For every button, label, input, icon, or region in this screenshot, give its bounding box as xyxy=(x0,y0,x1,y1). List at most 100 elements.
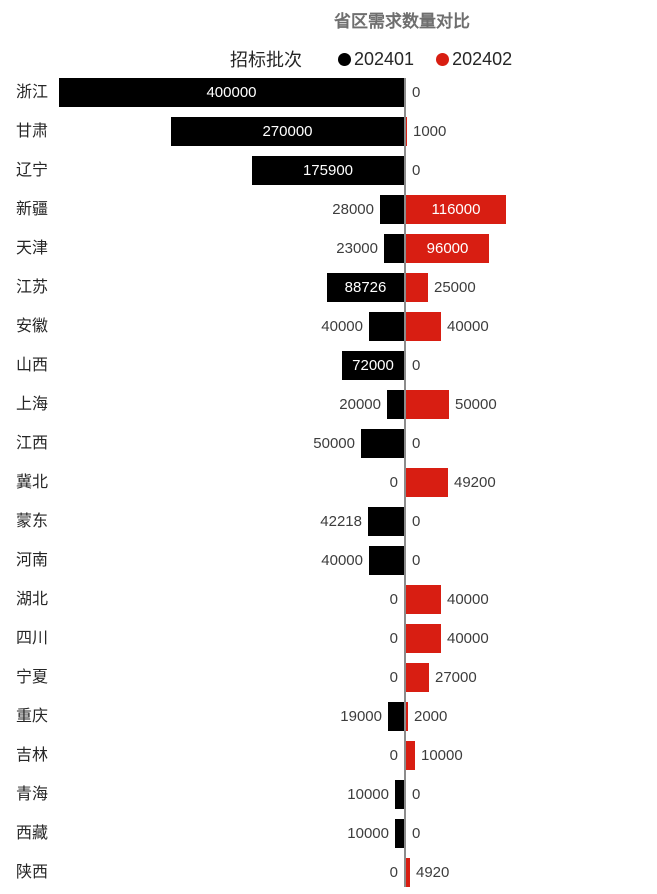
value-label: 0 xyxy=(412,786,421,803)
bar-202401[interactable] xyxy=(395,780,404,809)
value-label: 40000 xyxy=(447,630,489,647)
bar-202401[interactable] xyxy=(387,390,404,419)
chart-row: 山西 72000 0 xyxy=(0,346,657,385)
chart-row: 青海 10000 0 xyxy=(0,775,657,814)
category-label: 甘肃 xyxy=(15,123,48,140)
bar-202402[interactable] xyxy=(406,390,449,419)
category-label: 浙江 xyxy=(15,84,48,101)
value-label: 19000 xyxy=(340,708,382,725)
value-label: 2000 xyxy=(414,708,448,725)
legend-title: 招标批次 xyxy=(230,50,302,70)
chart-row: 四川 0 40000 xyxy=(0,619,657,658)
bar-202401[interactable] xyxy=(384,234,404,263)
category-label: 四川 xyxy=(15,630,48,647)
legend-item-202401[interactable]: 202401 xyxy=(338,49,414,70)
value-label: 40000 xyxy=(447,318,489,335)
bar-202401[interactable]: 400000 xyxy=(59,78,404,107)
bar-202402[interactable] xyxy=(406,858,410,887)
value-axis-zero-line xyxy=(404,78,406,887)
value-label: 4920 xyxy=(416,864,450,881)
bar-202401[interactable] xyxy=(395,819,404,848)
category-label: 西藏 xyxy=(15,825,48,842)
bar-202402[interactable] xyxy=(406,585,441,614)
category-label: 天津 xyxy=(15,240,48,257)
value-label: 40000 xyxy=(321,318,363,335)
chart-row: 湖北 0 40000 xyxy=(0,580,657,619)
value-label: 40000 xyxy=(321,552,363,569)
bar-202401[interactable]: 72000 xyxy=(342,351,404,380)
value-label: 0 xyxy=(412,357,421,374)
chart-row: 安徽 40000 40000 xyxy=(0,307,657,346)
value-label: 96000 xyxy=(426,240,469,257)
bar-202401[interactable] xyxy=(380,195,404,224)
value-label: 40000 xyxy=(447,591,489,608)
bar-202402[interactable]: 116000 xyxy=(406,195,506,224)
chart-row: 吉林 0 10000 xyxy=(0,736,657,775)
bar-202402[interactable] xyxy=(406,702,408,731)
category-label: 山西 xyxy=(15,357,48,374)
category-label: 河南 xyxy=(15,552,48,569)
chart-row: 河南 40000 0 xyxy=(0,541,657,580)
chart-rows: 浙江 400000 0 甘肃 270000 1000 辽宁 175900 0 新疆 28000 116… xyxy=(0,73,657,892)
legend-item-label: 202401 xyxy=(354,48,415,69)
value-label: 10000 xyxy=(347,786,389,803)
bar-202402[interactable] xyxy=(406,624,441,653)
chart-row: 上海 20000 50000 xyxy=(0,385,657,424)
bar-202402[interactable] xyxy=(406,117,407,146)
bar-202401[interactable] xyxy=(361,429,404,458)
value-label: 0 xyxy=(389,669,398,686)
chart-row: 冀北 0 49200 xyxy=(0,463,657,502)
chart-row: 陕西 0 4920 xyxy=(0,853,657,892)
bar-202401[interactable] xyxy=(368,507,404,536)
chart-row: 蒙东 42218 0 xyxy=(0,502,657,541)
value-label: 0 xyxy=(412,552,421,569)
legend-marker-red-icon xyxy=(436,52,450,66)
value-label: 10000 xyxy=(347,825,389,842)
bar-202402[interactable] xyxy=(406,663,429,692)
bar-202402[interactable] xyxy=(406,273,428,302)
category-label: 安徽 xyxy=(15,318,48,335)
value-label: 25000 xyxy=(434,279,476,296)
chart-row: 江苏 88726 25000 xyxy=(0,268,657,307)
bar-202402[interactable] xyxy=(406,741,415,770)
value-label: 0 xyxy=(389,591,398,608)
category-label: 江苏 xyxy=(15,279,48,296)
chart-row: 天津 23000 96000 xyxy=(0,229,657,268)
value-label: 0 xyxy=(412,513,421,530)
bar-202402[interactable] xyxy=(406,312,441,341)
bar-202402[interactable] xyxy=(406,468,448,497)
value-label: 88726 xyxy=(344,279,387,296)
category-label: 江西 xyxy=(15,435,48,452)
value-label: 270000 xyxy=(262,123,313,140)
value-label: 20000 xyxy=(339,396,381,413)
bar-202401[interactable]: 88726 xyxy=(327,273,404,302)
value-label: 10000 xyxy=(421,747,463,764)
bar-202402[interactable]: 96000 xyxy=(406,234,489,263)
bar-202401[interactable]: 175900 xyxy=(252,156,404,185)
bar-202401[interactable] xyxy=(388,702,404,731)
category-label: 吉林 xyxy=(15,747,48,764)
category-label: 陕西 xyxy=(15,864,48,881)
chart-row: 宁夏 0 27000 xyxy=(0,658,657,697)
value-label: 23000 xyxy=(336,240,378,257)
category-label: 新疆 xyxy=(15,201,48,218)
chart-row: 甘肃 270000 1000 xyxy=(0,112,657,151)
chart-row: 重庆 19000 2000 xyxy=(0,697,657,736)
value-label: 175900 xyxy=(302,162,354,179)
chart-title: 省区需求数量对比 xyxy=(334,12,470,31)
category-label: 上海 xyxy=(15,396,48,413)
bar-202401[interactable] xyxy=(369,546,404,575)
value-label: 28000 xyxy=(332,201,374,218)
value-label: 42218 xyxy=(320,513,362,530)
chart-row: 辽宁 175900 0 xyxy=(0,151,657,190)
legend-item-202402[interactable]: 202402 xyxy=(436,49,512,70)
value-label: 50000 xyxy=(455,396,497,413)
value-label: 0 xyxy=(412,825,421,842)
category-label: 宁夏 xyxy=(15,669,48,686)
value-label: 1000 xyxy=(413,123,447,140)
bar-202401[interactable] xyxy=(369,312,404,341)
value-label: 0 xyxy=(412,162,421,179)
bar-202401[interactable]: 270000 xyxy=(171,117,404,146)
value-label: 72000 xyxy=(352,357,394,374)
